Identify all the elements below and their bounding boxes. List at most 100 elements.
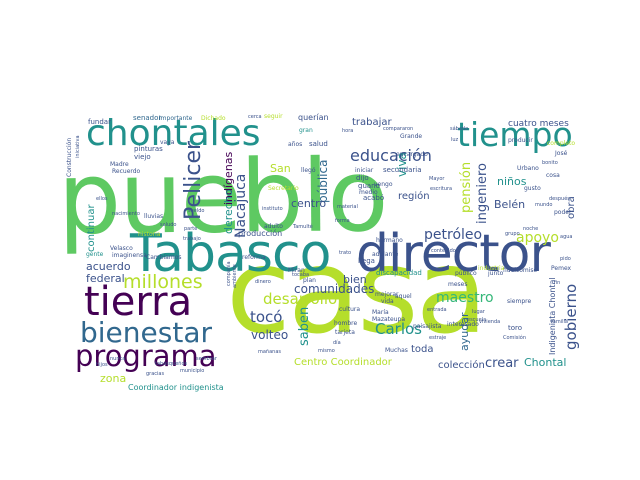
word-gracias: gracias xyxy=(146,371,164,377)
word-chontales: chontales xyxy=(86,113,261,154)
word-acuerdo: acuerdo xyxy=(86,260,131,273)
word-trabajo: trabajo xyxy=(183,236,201,242)
word-municipio: municipio xyxy=(180,368,204,374)
word-adulto: adulto xyxy=(264,223,283,230)
word-lugar: lugar xyxy=(472,309,486,315)
word-cosa: cosa xyxy=(546,172,560,179)
word-centro-coordinador: Centro Coordinador xyxy=(294,357,393,368)
word-derecho: derecho xyxy=(222,189,235,234)
word-tarjeta: tarjeta xyxy=(335,329,355,336)
word-interesado: interesado xyxy=(447,321,479,328)
word-saludo: saludo xyxy=(160,222,176,228)
word-mazateupa: Mazateupa xyxy=(372,316,405,323)
word-sembrar: sembrar xyxy=(196,356,218,362)
word-saben: saben xyxy=(297,307,312,346)
word-historia: historia xyxy=(138,231,161,238)
word-tabasquenos: tabasqueños xyxy=(155,361,188,367)
word-recuerdo: Recuerdo xyxy=(112,168,141,175)
word-mananas: mañanas xyxy=(258,349,281,355)
word-centro: centro xyxy=(291,197,326,210)
word-querian: querían xyxy=(298,113,329,122)
word-anos: años xyxy=(288,141,302,148)
word-bienestar: bienestar xyxy=(80,316,212,349)
word-san: San xyxy=(270,162,291,175)
word-senador: senador xyxy=(133,114,161,122)
word-adelante: adelante xyxy=(372,251,399,258)
word-muchas: Muchas xyxy=(385,347,408,354)
word-indigenas: indígenas xyxy=(222,151,235,205)
word-comision: Comisión xyxy=(503,334,526,341)
word-ambiente: ambiente xyxy=(232,264,238,288)
word-pueblo: pueblo xyxy=(57,137,387,257)
word-forma: forma xyxy=(335,218,350,224)
word-coordinador-indigenista: Coordinador indigenista xyxy=(128,383,224,392)
word-indigenista-chontal: Indigenista Chontal xyxy=(548,277,557,355)
word-importante: importante xyxy=(159,115,193,122)
word-fin: fin xyxy=(554,280,560,286)
word-tamulte: Tamulté xyxy=(292,223,313,230)
word-toco: tocó xyxy=(250,308,282,326)
word-meses: meses xyxy=(448,281,467,288)
word-desarrollo: desarrollo xyxy=(263,290,337,308)
word-hermano: hermano xyxy=(376,237,403,244)
word-escritura: escritura xyxy=(430,186,452,192)
word-maestro: maestro xyxy=(436,290,494,306)
word-trabajar: trabajar xyxy=(352,117,393,128)
word-mismo: mismo xyxy=(318,348,335,354)
word-belen: Belén xyxy=(494,198,525,211)
word-pension: pensión xyxy=(459,162,474,213)
word-apoyo: apoyo xyxy=(516,230,559,246)
word-escuela: escuela xyxy=(467,317,486,323)
word-reforma: reforma xyxy=(242,254,266,261)
word-ninos: niños xyxy=(497,175,527,188)
word-dijo: dijo xyxy=(356,174,369,182)
word-sueldo: sueldo xyxy=(188,208,204,214)
word-producir: producir xyxy=(508,137,533,144)
word-ayudar: ayudar xyxy=(458,312,471,351)
word-programa: programa xyxy=(75,339,217,373)
word-cuatro-meses: cuatro meses xyxy=(508,119,569,129)
word-completo: completo xyxy=(547,140,575,147)
word-lluvias: lluvias xyxy=(144,213,163,220)
word-tiempo: tiempo xyxy=(457,115,573,154)
word-vaya: vaya xyxy=(160,139,175,146)
word-millones: millones xyxy=(123,271,203,293)
word-sabado: sábado xyxy=(450,125,468,132)
word-gusto: gusto xyxy=(524,185,541,192)
word-despues: después xyxy=(549,195,570,202)
word-tierra: tierra xyxy=(84,279,192,325)
word-compararon: compararon xyxy=(383,126,413,132)
word-petroleo: petróleo xyxy=(424,227,482,243)
word-produccion: producción xyxy=(238,228,282,238)
word-zona: zona xyxy=(100,372,126,385)
word-pellicer: Pellicer xyxy=(181,140,206,220)
word-gobierno: gobierno xyxy=(562,284,580,350)
word-grande: Grande xyxy=(400,133,422,140)
word-trato: trato xyxy=(339,250,351,256)
word-grupo: grupo xyxy=(505,231,520,237)
word-bonito: bonito xyxy=(542,160,558,166)
word-mejorar: mejorar xyxy=(375,291,399,298)
word-obra: obra xyxy=(566,196,577,219)
word-jose: José xyxy=(554,150,568,157)
word-cambiamos: Cambiamos xyxy=(146,254,182,261)
word-parte: parte xyxy=(184,226,197,232)
word-publico: público xyxy=(455,270,477,277)
word-encargado: encargado xyxy=(396,151,428,158)
word-aquel: aquel xyxy=(395,293,412,300)
word-continuar: continuar xyxy=(86,204,97,252)
word-fideicomiso: fideicomiso xyxy=(503,267,538,274)
word-siempre: siempre xyxy=(507,298,531,305)
word-maria: María xyxy=(372,309,389,316)
word-secretario: Secretario xyxy=(268,185,299,192)
word-pido: pido xyxy=(560,256,571,262)
word-chontal: Chontal xyxy=(524,356,566,369)
word-cultura: cultura xyxy=(339,306,360,313)
word-compania: compañía xyxy=(225,261,232,286)
word-ellos: ellos xyxy=(96,196,108,202)
word-comunidades: comunidades xyxy=(294,282,374,296)
word-nunca: nunca xyxy=(110,356,125,362)
word-vida: vida xyxy=(381,298,394,305)
